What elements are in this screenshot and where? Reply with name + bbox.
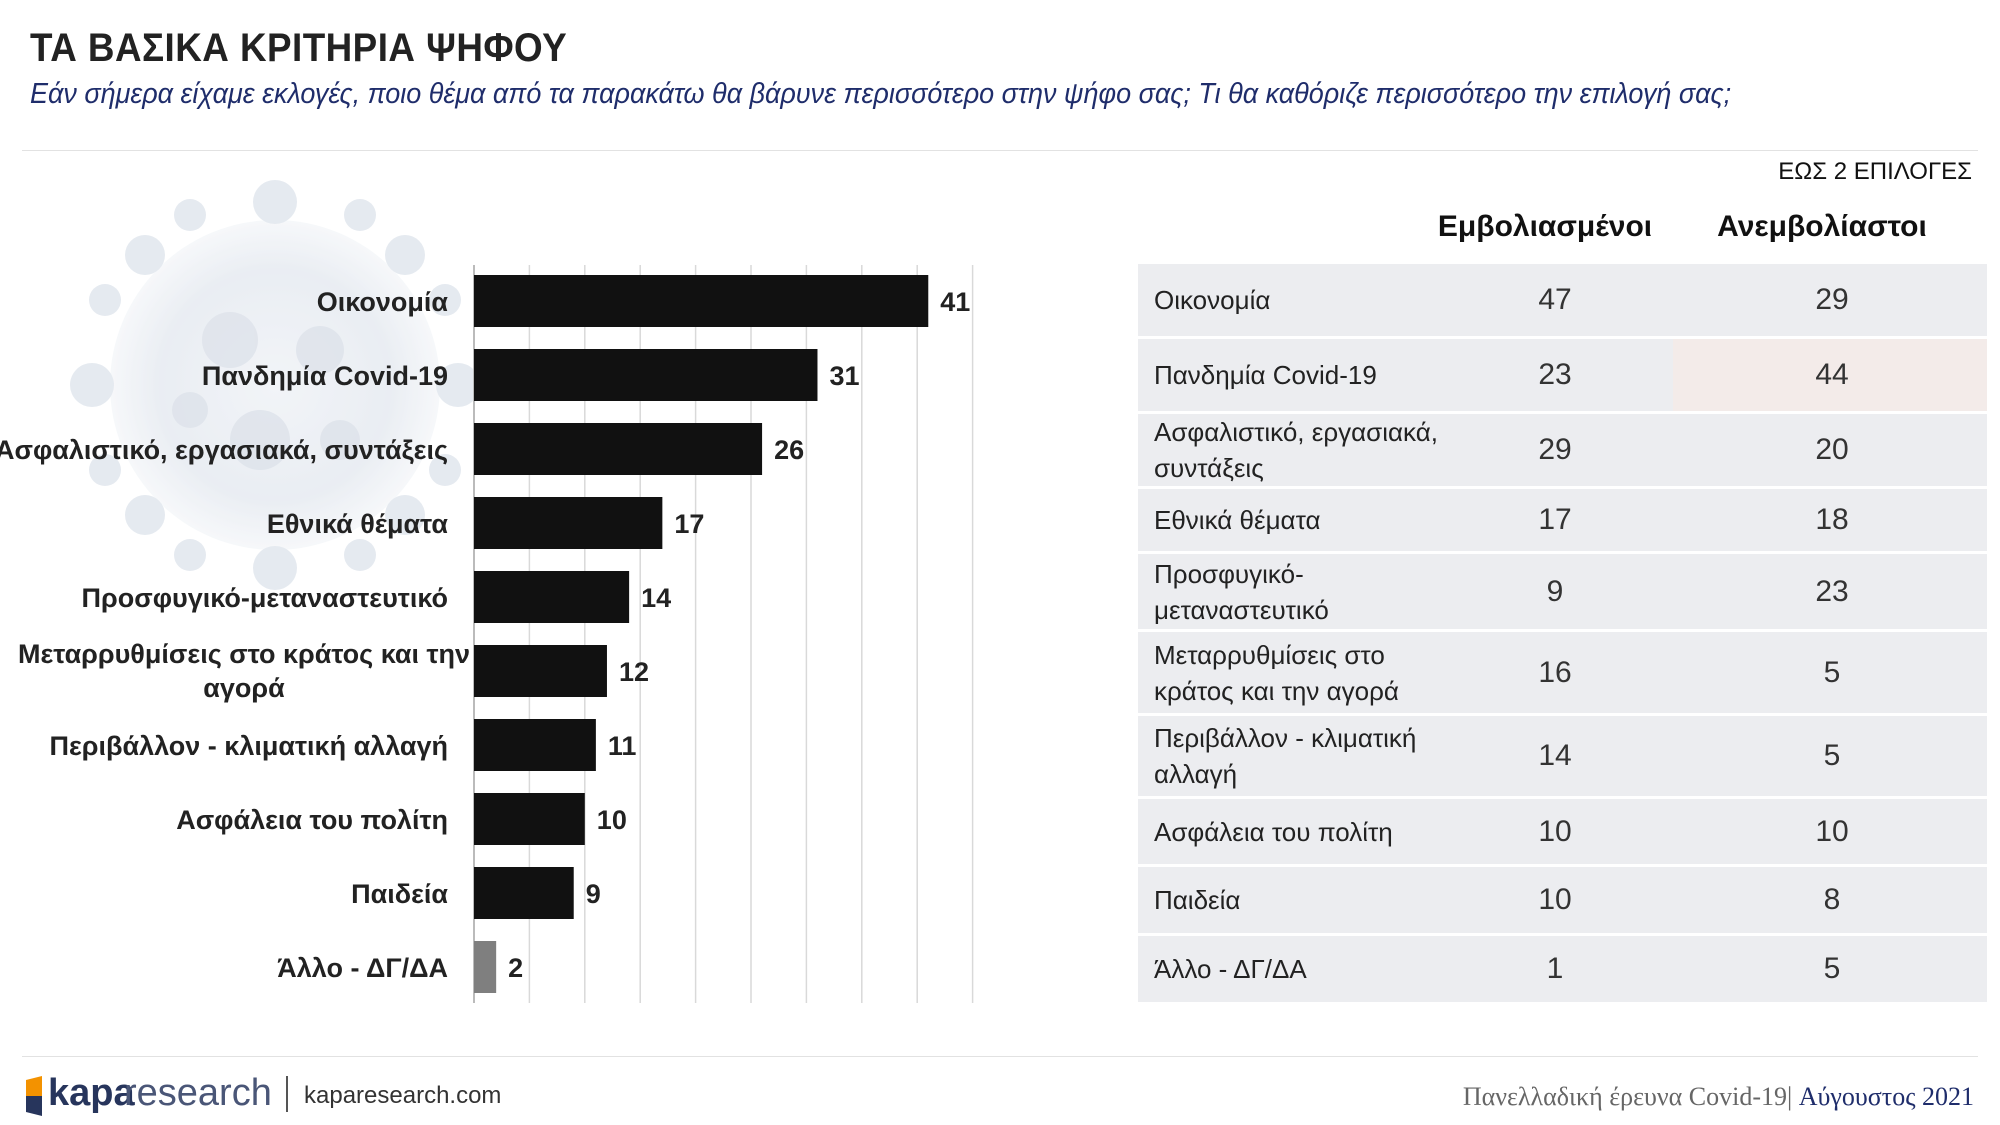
data-label: 14 [641, 583, 671, 613]
data-label: 9 [586, 879, 601, 909]
table-row: Προσφυγικό-μεταναστευτικό 9 23 [1138, 554, 1987, 629]
unvaccinated-value: 5 [1823, 655, 1841, 689]
unvaccinated-value: 18 [1815, 503, 1849, 536]
header-unvaccinated: Ανεμβολίαστοι [1717, 210, 1927, 243]
bar [474, 867, 574, 919]
top-divider [22, 150, 1978, 151]
vaccinated-value: 1 [1546, 952, 1564, 985]
bar [474, 941, 497, 993]
bar [474, 275, 929, 327]
unvaccinated-value: 5 [1823, 739, 1841, 772]
vaccinated-value: 10 [1538, 883, 1572, 916]
category-label: Προσφυγικό-μεταναστευτικό [82, 583, 448, 613]
table-row: Μεταρρυθμίσεις στο κράτος και την αγορά 1… [1138, 632, 1987, 713]
logo-separator [286, 1076, 288, 1112]
vaccinated-value: 10 [1538, 814, 1572, 848]
table-row: Περιβάλλον - κλιματική αλλαγή 14 5 [1138, 716, 1987, 796]
row-label: Οικονομία [1154, 285, 1271, 315]
vaccinated-value: 17 [1538, 503, 1572, 536]
category-label: Άλλο - ΔΓ/ΔΑ [277, 953, 448, 983]
footer-separator: | [1787, 1082, 1793, 1111]
table-row: Ασφάλεια του πολίτη 10 10 [1138, 799, 1987, 864]
virus-watermark-icon [70, 180, 480, 590]
vaccinated-value: 47 [1538, 283, 1572, 316]
vaccinated-value: 29 [1538, 433, 1572, 466]
unvaccinated-value: 8 [1823, 883, 1841, 916]
bar [474, 719, 596, 771]
category-label: Εθνικά θέματα [267, 509, 449, 539]
survey-month: Αύγουστος 2021 [1798, 1082, 1974, 1111]
category-label: Παιδεία [351, 879, 448, 909]
category-label: Πανδημία Covid-19 [202, 361, 448, 391]
data-label: 12 [619, 657, 649, 687]
table-row: Άλλο - ΔΓ/ΔΑ 1 5 [1138, 936, 1987, 1002]
bar [474, 645, 607, 697]
survey-name: Πανελλαδική έρευνα Covid-19 [1462, 1082, 1787, 1111]
data-label: 11 [608, 731, 637, 761]
bar [474, 497, 663, 549]
data-label: 17 [674, 509, 704, 539]
row-label: Περιβάλλον - κλιματική αλλαγή [1154, 723, 1417, 789]
header-vaccinated: Εμβολιασμένοι [1437, 210, 1653, 243]
bottom-divider [22, 1056, 1978, 1057]
vaccinated-value: 9 [1546, 574, 1564, 608]
row-label: Μεταρρυθμίσεις στο κράτος και την αγορά [1154, 639, 1399, 706]
category-label: Περιβάλλον - κλιματική αλλαγή [49, 731, 448, 761]
table-row: Πανδημία Covid-19 23 44 [1138, 339, 1987, 411]
table-row: Εθνικά θέματα 17 18 [1138, 489, 1987, 551]
row-label: Πανδημία Covid-19 [1154, 360, 1377, 390]
unvaccinated-value: 5 [1823, 952, 1841, 985]
data-label: 2 [508, 953, 523, 983]
row-label: Εθνικά θέματα [1154, 505, 1321, 535]
vaccinated-value: 23 [1538, 358, 1572, 391]
unvaccinated-value: 23 [1815, 574, 1849, 608]
unvaccinated-value: 10 [1815, 814, 1849, 848]
logo-mark-icon [26, 1076, 42, 1116]
category-label: Ασφαλιστικό, εργασιακά, συντάξεις [0, 435, 448, 465]
category-label: Ασφάλεια του πολίτη [176, 805, 448, 835]
bar [474, 793, 585, 845]
choices-note: ΕΩΣ 2 ΕΠΙΛΟΓΕΣ [1778, 158, 1972, 185]
page-title: ΤΑ ΒΑΣΙΚΑ ΚΡΙΤΗΡΙΑ ΨΗΦΟΥ [30, 26, 568, 70]
survey-footer: Πανελλαδική έρευνα Covid-19| Αύγουστος 2… [1463, 1082, 1974, 1112]
website-link[interactable]: kaparesearch.com [304, 1082, 502, 1109]
table-row: Παιδεία 10 8 [1138, 867, 1987, 933]
bar-chart: 41 Οικονομία 31 Πανδημία Covid-19 26 Ασφαλιστ… [0, 265, 974, 1003]
data-label: 26 [774, 435, 804, 465]
category-label: Μεταρρυθμίσεις στο κράτος και την αγορά [18, 639, 470, 703]
unvaccinated-value: 29 [1815, 283, 1849, 316]
data-label: 10 [597, 805, 627, 835]
vaccinated-value: 16 [1538, 655, 1572, 689]
logo-research-text: research [124, 1072, 272, 1114]
table-row: Οικονομία 47 29 [1138, 264, 1987, 336]
table-row: Ασφαλιστικό, εργασιακά, συντάξεις 29 20 [1138, 414, 1987, 486]
page-subtitle: Εάν σήμερα είχαμε εκλογές, ποιο θέμα από… [30, 78, 1732, 110]
row-label: Παιδεία [1154, 885, 1241, 915]
bar [474, 571, 630, 623]
unvaccinated-value: 44 [1815, 358, 1849, 391]
data-label: 31 [829, 361, 859, 391]
row-label: Άλλο - ΔΓ/ΔΑ [1154, 954, 1307, 984]
highlight-cell [1673, 339, 1987, 411]
row-label: Ασφαλιστικό, εργασιακά, συντάξεις [1154, 417, 1438, 483]
row-label: Ασφάλεια του πολίτη [1154, 816, 1393, 847]
data-label: 41 [940, 287, 970, 317]
bar [474, 423, 763, 475]
bar [474, 349, 818, 401]
vaccinated-value: 14 [1538, 739, 1572, 772]
unvaccinated-value: 20 [1815, 433, 1849, 466]
row-label: Προσφυγικό-μεταναστευτικό [1154, 558, 1329, 625]
category-label: Οικονομία [317, 287, 449, 317]
logo-kapa-text: kapa [48, 1072, 135, 1114]
